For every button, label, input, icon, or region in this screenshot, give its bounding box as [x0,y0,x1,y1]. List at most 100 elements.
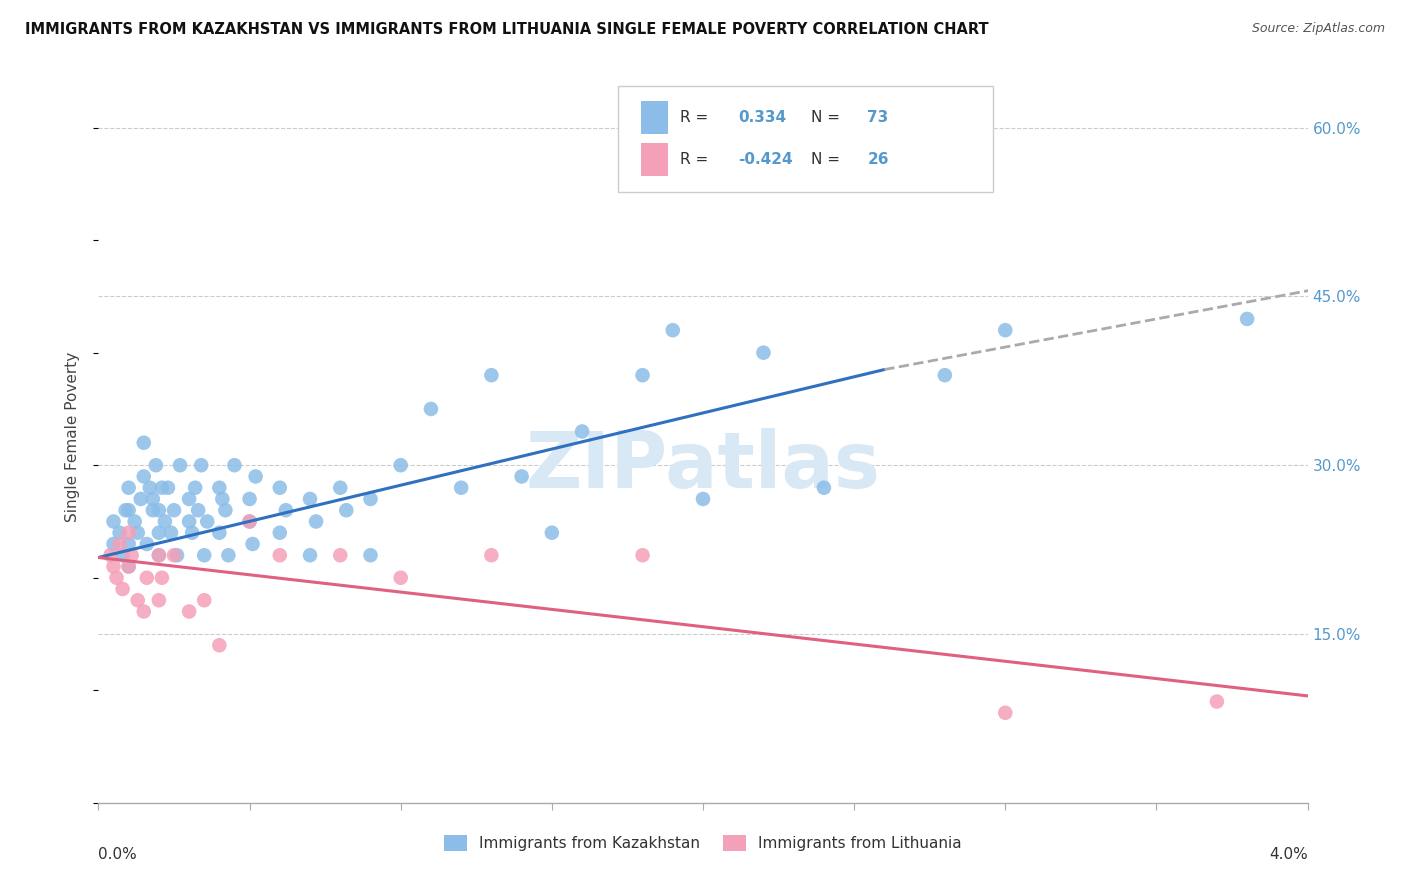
Point [132,435,155,450]
Point [179,605,201,619]
Point [661,323,683,337]
Point [127,525,149,540]
Point [103,559,125,574]
Point [156,481,179,495]
Point [148,548,170,562]
Point [994,323,1017,337]
Point [118,559,141,574]
Point [118,503,141,517]
Point [1236,312,1258,326]
Text: N =: N = [811,110,845,125]
Point [510,469,533,483]
Point [132,605,155,619]
Point [813,481,835,495]
Point [100,548,122,562]
Point [103,537,125,551]
Point [360,548,382,562]
Point [190,458,212,473]
Point [631,368,654,383]
Point [299,548,322,562]
Point [224,458,246,473]
Point [208,481,231,495]
Point [208,525,231,540]
Point [142,503,165,517]
Point [389,571,412,585]
Point [540,525,562,540]
Text: 0.0%: 0.0% [98,847,138,862]
Text: -0.424: -0.424 [738,152,793,167]
Point [329,548,352,562]
Point [299,491,322,506]
Point [105,571,128,585]
Point [150,571,173,585]
Text: 73: 73 [868,110,889,125]
Point [118,525,141,540]
Point [481,368,503,383]
Point [934,368,956,383]
Point [163,503,186,517]
Point [103,515,125,529]
Point [245,469,267,483]
Point [132,469,155,483]
Point [217,548,239,562]
Text: IMMIGRANTS FROM KAZAKHSTAN VS IMMIGRANTS FROM LITHUANIA SINGLE FEMALE POVERTY CO: IMMIGRANTS FROM KAZAKHSTAN VS IMMIGRANTS… [25,22,988,37]
Y-axis label: Single Female Poverty: Single Female Poverty [65,352,80,522]
Text: R =: R = [681,110,713,125]
Text: 4.0%: 4.0% [1268,847,1308,862]
Point [148,503,170,517]
Point [239,491,262,506]
Point [1206,694,1229,708]
Point [269,525,291,540]
Point [166,548,188,562]
Point [179,515,201,529]
Point [692,491,714,506]
Text: Source: ZipAtlas.com: Source: ZipAtlas.com [1251,22,1385,36]
Point [169,458,191,473]
FancyBboxPatch shape [641,143,668,176]
Point [571,425,593,439]
Point [181,525,204,540]
Text: 26: 26 [868,152,889,167]
Text: N =: N = [811,152,845,167]
Point [208,638,231,652]
FancyBboxPatch shape [619,86,993,192]
Point [239,515,262,529]
Point [148,525,170,540]
Text: ZIPatlas: ZIPatlas [526,428,880,504]
Point [214,503,236,517]
Text: 0.334: 0.334 [738,110,786,125]
Point [269,548,291,562]
Point [242,537,264,551]
Point [139,481,162,495]
Point [160,525,183,540]
Point [153,515,176,529]
Point [420,401,443,416]
Legend: Immigrants from Kazakhstan, Immigrants from Lithuania: Immigrants from Kazakhstan, Immigrants f… [439,830,967,857]
Point [305,515,328,529]
Point [148,548,170,562]
Point [121,548,143,562]
Point [844,177,866,191]
FancyBboxPatch shape [641,101,668,134]
Point [145,458,167,473]
Point [193,548,215,562]
Point [329,481,352,495]
Point [148,593,170,607]
Point [335,503,357,517]
Point [389,458,412,473]
Point [108,525,131,540]
Point [111,548,134,562]
Point [360,491,382,506]
Point [269,481,291,495]
Point [184,481,207,495]
Point [994,706,1017,720]
Point [274,503,297,517]
Point [450,481,472,495]
Point [631,548,654,562]
Point [129,491,152,506]
Point [752,345,775,359]
Text: R =: R = [681,152,713,167]
Point [163,548,186,562]
Point [195,515,218,529]
Point [118,559,141,574]
